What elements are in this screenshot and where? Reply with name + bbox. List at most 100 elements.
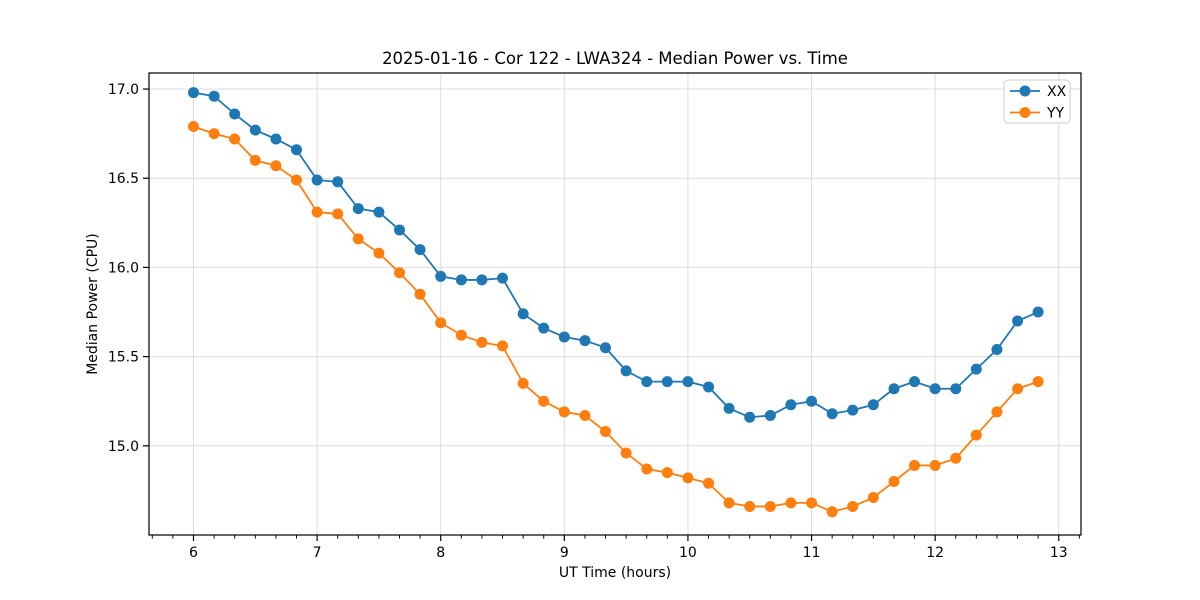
data-point-yy <box>558 406 570 418</box>
data-point-yy <box>991 406 1003 418</box>
data-point-xx <box>332 176 344 188</box>
data-point-yy <box>352 233 364 245</box>
data-point-yy <box>579 409 591 421</box>
x-tick-label: 10 <box>679 545 697 561</box>
data-point-xx <box>414 244 426 256</box>
y-tick-label: 16.5 <box>108 171 139 187</box>
plot-border <box>148 72 1082 536</box>
data-point-xx <box>394 224 406 236</box>
data-point-xx <box>290 144 302 156</box>
y-axis-label: Median Power (CPU) <box>85 233 101 375</box>
data-point-xx <box>249 124 261 136</box>
data-point-yy <box>599 426 611 438</box>
data-point-yy <box>229 133 241 145</box>
data-point-yy <box>806 497 818 509</box>
data-point-yy <box>538 395 550 407</box>
data-point-xx <box>785 399 797 411</box>
data-point-yy <box>249 154 261 166</box>
tick-labels-layer: 6 7 8 9 10 11 12 13 15.0 15.5 16.0 16.5 17.0 <box>108 82 1068 561</box>
data-point-yy <box>723 497 735 509</box>
data-point-xx <box>476 274 488 286</box>
grid-layer <box>149 73 1081 535</box>
data-point-yy <box>950 452 962 464</box>
y-tick-label: 15.5 <box>108 350 139 366</box>
y-tick-label: 16.0 <box>108 260 139 276</box>
series-xx <box>187 87 1044 423</box>
data-point-xx <box>517 308 529 320</box>
data-point-yy <box>414 288 426 300</box>
data-point-yy <box>455 329 467 341</box>
data-point-yy <box>1012 383 1024 395</box>
data-point-yy <box>929 459 941 471</box>
data-point-yy <box>867 492 879 504</box>
data-point-xx <box>909 376 921 388</box>
plot-spines <box>148 72 1082 536</box>
data-point-xx <box>764 409 776 421</box>
data-point-yy <box>847 500 859 512</box>
data-point-xx <box>641 376 653 388</box>
data-point-xx <box>538 322 550 334</box>
y-tick-label: 15.0 <box>108 439 139 455</box>
series-yy <box>187 121 1044 518</box>
data-point-xx <box>661 376 673 388</box>
data-point-xx <box>270 133 282 145</box>
data-point-xx <box>1012 315 1024 327</box>
data-point-yy <box>476 336 488 348</box>
x-axis-label: UT Time (hours) <box>559 565 671 581</box>
legend: XX YY <box>1003 79 1071 124</box>
data-point-xx <box>826 408 838 420</box>
data-point-yy <box>703 477 715 489</box>
data-point-yy <box>764 500 776 512</box>
data-point-yy <box>332 208 344 220</box>
data-point-yy <box>682 472 694 484</box>
data-point-xx <box>888 383 900 395</box>
data-point-yy <box>1032 376 1044 388</box>
legend-sample-marker <box>1019 107 1031 118</box>
data-point-yy <box>290 174 302 186</box>
x-tick-label: 6 <box>189 545 198 561</box>
data-point-yy <box>909 459 921 471</box>
data-point-yy <box>888 475 900 487</box>
data-point-xx <box>806 395 818 407</box>
data-point-xx <box>991 343 1003 355</box>
data-point-yy <box>187 121 199 133</box>
data-point-xx <box>682 376 694 388</box>
data-point-xx <box>455 274 467 286</box>
data-point-xx <box>847 404 859 416</box>
data-point-xx <box>744 411 756 423</box>
legend-sample-marker <box>1019 85 1031 97</box>
data-point-yy <box>394 267 406 279</box>
data-point-yy <box>744 500 756 512</box>
data-point-yy <box>373 247 385 259</box>
data-point-yy <box>620 447 632 459</box>
x-tick-label: 7 <box>313 545 322 561</box>
data-point-yy <box>311 206 323 218</box>
chart-title: 2025-01-16 - Cor 122 - LWA324 - Median P… <box>382 49 848 68</box>
data-point-xx <box>950 383 962 395</box>
data-point-xx <box>373 206 385 218</box>
data-point-xx <box>208 90 220 102</box>
x-tick-label: 11 <box>803 545 821 561</box>
data-point-xx <box>929 383 941 395</box>
data-point-xx <box>352 203 364 215</box>
series-line-xx <box>193 91 1039 419</box>
data-point-yy <box>970 429 982 441</box>
x-tick-label: 8 <box>436 545 445 561</box>
legend-label-yy: YY <box>1046 106 1065 122</box>
data-point-xx <box>187 87 199 99</box>
data-point-yy <box>208 128 220 140</box>
data-point-xx <box>435 270 447 282</box>
data-point-xx <box>229 108 241 120</box>
data-point-xx <box>970 363 982 375</box>
legend-label-xx: XX <box>1047 84 1067 100</box>
y-tick-label: 17.0 <box>108 82 139 98</box>
data-point-yy <box>435 317 447 329</box>
x-tick-label: 12 <box>926 545 944 561</box>
series-layer <box>187 87 1044 518</box>
data-point-xx <box>723 402 735 414</box>
data-point-xx <box>703 381 715 393</box>
data-point-xx <box>497 272 509 284</box>
ticks-layer <box>143 88 1080 541</box>
